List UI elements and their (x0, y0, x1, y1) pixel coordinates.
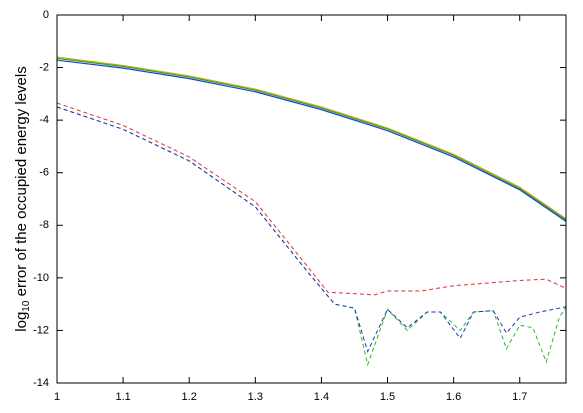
x-tick-label: 1 (54, 391, 60, 403)
y-label-base: log (13, 312, 30, 332)
x-tick-label: 1.3 (248, 391, 263, 403)
y-axis-label: log10 error of the occupied energy level… (13, 66, 32, 331)
y-tick-label: -10 (33, 272, 49, 284)
plot-frame (56, 14, 567, 384)
series-line (56, 102, 567, 296)
series-line (56, 106, 567, 353)
x-tick-label: 1.6 (446, 391, 461, 403)
y-label-text: error of the occupied energy levels (13, 66, 30, 300)
x-tick-label: 1.7 (512, 391, 527, 403)
y-tick-label: -12 (33, 324, 49, 336)
y-tick-label: -14 (33, 377, 49, 389)
y-tick-label: -6 (39, 167, 49, 179)
series-line (56, 106, 567, 367)
x-tick-label: 1.1 (115, 391, 130, 403)
y-label-sub: 10 (21, 300, 32, 312)
y-tick-label: -2 (39, 61, 49, 73)
series-line (56, 57, 567, 221)
series-line (56, 59, 567, 222)
x-tick-label: 1.4 (314, 391, 329, 403)
series-line (56, 56, 567, 220)
x-tick-label: 1.5 (380, 391, 395, 403)
y-tick-label: -8 (39, 219, 49, 231)
x-tick-label: 1.2 (182, 391, 197, 403)
y-tick-label: -4 (39, 114, 49, 126)
y-tick-label: 0 (43, 9, 49, 21)
